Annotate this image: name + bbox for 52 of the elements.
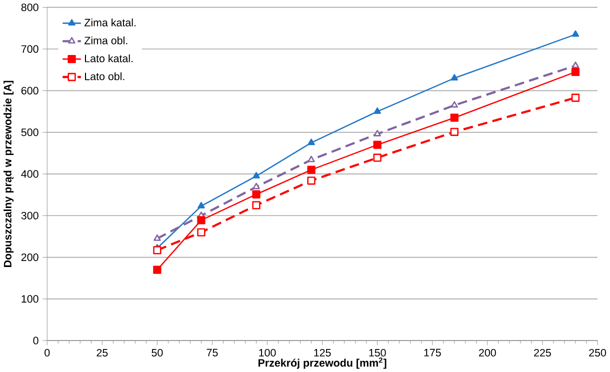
- point: [572, 61, 580, 68]
- x-tick-label: 150: [369, 348, 386, 356]
- y-axis-title: Dopuszczalny prąd w przewodzie [A]: [4, 80, 14, 267]
- point: [450, 74, 458, 80]
- y-tick-label: 800: [21, 3, 38, 11]
- x-tick-label: 25: [96, 348, 108, 356]
- x-tick-label: 50: [152, 348, 163, 356]
- point: [154, 234, 161, 241]
- point: [307, 176, 316, 185]
- x-tick-label: 0: [44, 348, 50, 356]
- point: [571, 68, 580, 76]
- x-axis-title: Przekrój przewodu [mm$^{2}$]: [258, 357, 386, 369]
- x-tick-label: 100: [259, 348, 276, 356]
- point: [198, 202, 205, 208]
- y-tick-label: 100: [22, 294, 38, 303]
- y-tick-label: 500: [21, 128, 38, 136]
- point: [153, 266, 162, 274]
- point: [308, 138, 315, 145]
- point: [374, 130, 381, 136]
- point: [252, 182, 260, 190]
- y-tick-label: 600: [21, 86, 38, 94]
- point: [153, 246, 162, 254]
- point: [252, 190, 260, 198]
- legend-label: Zima katal.: [84, 18, 136, 26]
- point: [450, 128, 458, 136]
- point: [373, 140, 382, 149]
- x-tick-label: 250: [589, 348, 606, 356]
- point: [252, 200, 260, 210]
- y-tick-label: 700: [21, 45, 38, 53]
- point: [374, 107, 381, 114]
- x-tick-label: 75: [206, 348, 218, 356]
- point: [572, 30, 580, 37]
- point: [307, 166, 316, 174]
- point: [450, 100, 458, 108]
- point: [373, 153, 382, 162]
- point: [450, 113, 458, 122]
- point: [252, 172, 260, 178]
- point: [197, 228, 206, 236]
- legend-label: Lato katal.: [85, 54, 133, 62]
- point: [571, 93, 580, 102]
- x-tick-label: 225: [534, 348, 551, 356]
- point: [308, 156, 315, 162]
- y-tick-label: 200: [21, 253, 38, 261]
- point: [197, 216, 206, 224]
- legend-label: Lato obl.: [85, 72, 124, 80]
- legend-label: Zima obl.: [84, 36, 128, 44]
- y-tick-label: 400: [21, 170, 38, 178]
- x-tick-label: 125: [314, 348, 331, 356]
- y-tick-label: 300: [21, 212, 38, 220]
- y-tick-label: 0: [33, 336, 38, 344]
- x-tick-label: 200: [479, 348, 496, 356]
- x-tick-label: 175: [424, 348, 441, 356]
